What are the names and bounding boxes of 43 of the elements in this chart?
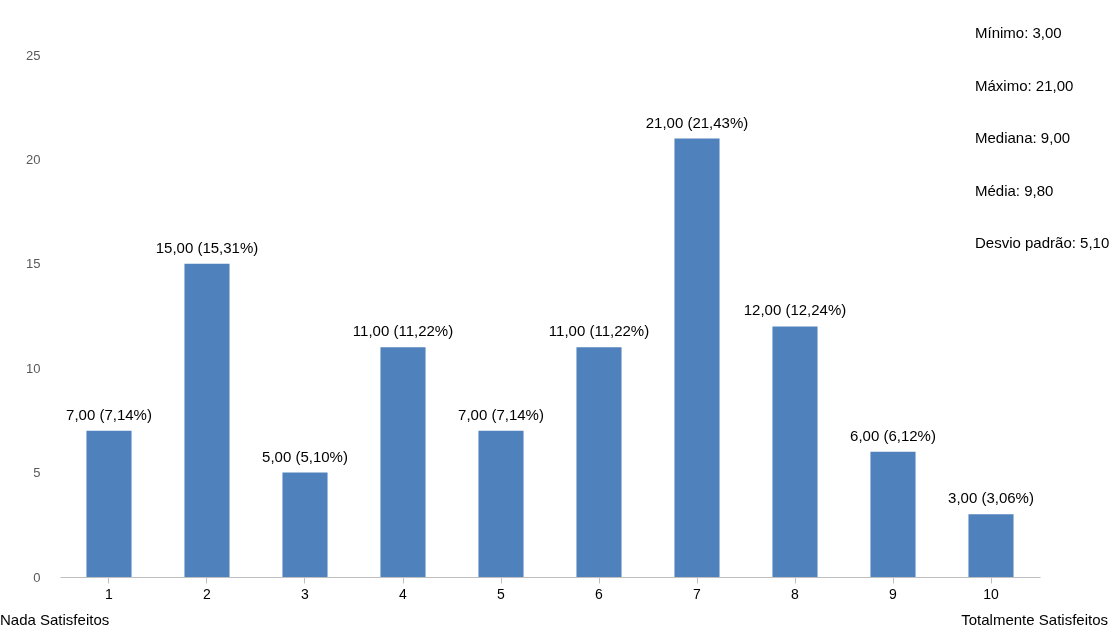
- data-label: 11,00 (11,22%): [548, 322, 650, 340]
- x-tick-label: 3: [301, 585, 310, 602]
- y-tick-label: 0: [33, 569, 41, 585]
- text: Nada Satisfeitos: [0, 611, 110, 628]
- bar: [772, 326, 818, 577]
- x-tick-label: 5: [497, 585, 506, 602]
- bar: [870, 451, 916, 577]
- x-tick-label: 8: [791, 585, 800, 602]
- data-label: 5,00 (5,10%): [262, 447, 348, 465]
- x-tick-label: 1: [105, 585, 114, 602]
- y-tick-label: 20: [26, 151, 41, 167]
- y-tick-label: 15: [26, 256, 41, 272]
- annotation: Mediana: 9,00: [975, 129, 1071, 146]
- bar: [576, 347, 622, 577]
- bar: [282, 472, 328, 577]
- annotation: Desvio padrão: 5,10: [975, 234, 1110, 251]
- y-tick-label: 5: [33, 465, 41, 481]
- data-label: 6,00 (6,12%): [850, 426, 936, 444]
- x-tick-label: 2: [203, 585, 212, 602]
- data-label: 15,00 (15,31%): [155, 238, 259, 256]
- bar: [380, 347, 426, 577]
- bar: [478, 430, 524, 577]
- bar: [184, 263, 230, 577]
- y-tick-label: 25: [26, 47, 41, 63]
- text: Totalmente Satisfeitos: [961, 611, 1108, 628]
- data-label: 11,00 (11,22%): [352, 322, 454, 340]
- annotation: Máximo: 21,00: [975, 76, 1074, 94]
- bar: [968, 514, 1014, 577]
- data-label: 21,00 (21,43%): [645, 113, 749, 131]
- x-tick-label: 7: [693, 585, 702, 602]
- data-label: 12,00 (12,24%): [743, 301, 847, 319]
- bar: [674, 138, 720, 577]
- annotation: Média: 9,80: [975, 181, 1054, 199]
- data-label: 7,00 (7,14%): [66, 405, 152, 423]
- y-tick-label: 10: [26, 360, 41, 376]
- data-label: 3,00 (3,06%): [948, 489, 1034, 507]
- data-label: 7,00 (7,14%): [458, 405, 544, 423]
- x-tick-label: 10: [983, 585, 999, 602]
- x-tick-label: 6: [595, 585, 604, 602]
- text: Mínimo: 3,00: [975, 24, 1062, 41]
- x-tick-label: 9: [889, 585, 898, 602]
- x-tick-label: 4: [399, 585, 408, 602]
- bar: [86, 430, 132, 577]
